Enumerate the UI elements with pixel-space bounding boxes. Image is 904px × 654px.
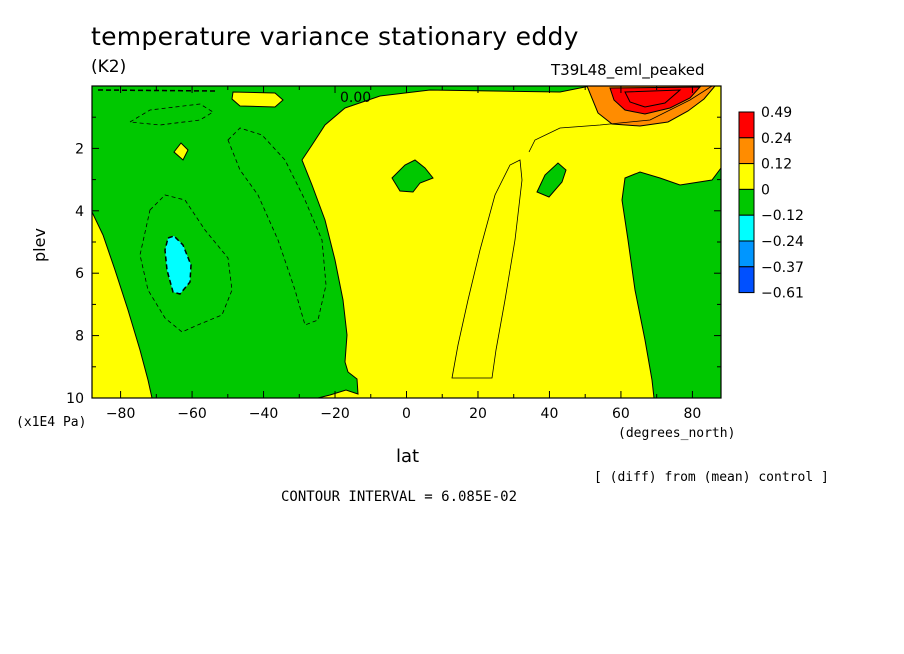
y-tick-label: 2 xyxy=(75,141,84,157)
legend-swatch xyxy=(738,240,755,268)
red-region xyxy=(609,86,702,115)
x-axis-units: (degrees_north) xyxy=(618,426,736,441)
legend-swatch xyxy=(738,188,755,216)
x-axis-label: lat xyxy=(396,446,420,467)
contour-dashed-edge xyxy=(97,89,216,92)
green-region-south xyxy=(91,85,591,399)
x-tick-label: 20 xyxy=(469,406,487,422)
chart-units: (K2) xyxy=(91,57,127,77)
contour-dashed-top xyxy=(128,103,214,126)
green-patch-equator xyxy=(391,159,434,193)
x-tick-label: −80 xyxy=(106,406,136,422)
yellow-strip-top xyxy=(231,91,284,108)
x-tick-label: 0 xyxy=(402,406,411,422)
legend-swatch xyxy=(738,266,755,294)
legend-label: −0.37 xyxy=(761,260,804,276)
legend-label: −0.24 xyxy=(761,234,804,250)
x-tick-label: −60 xyxy=(177,406,207,422)
contour-tongue xyxy=(451,159,523,379)
contour-dashed-mid xyxy=(227,127,327,326)
contour-yellow-north xyxy=(528,85,713,153)
yellow-patch-south xyxy=(173,142,189,161)
legend-swatch xyxy=(738,163,755,190)
contour-interval: CONTOUR INTERVAL = 6.085E-02 xyxy=(281,489,518,505)
contour-label: 0.00 xyxy=(340,90,371,106)
x-axis: −80 −60 −40 −20 0 20 40 60 80 xyxy=(106,86,701,422)
color-legend: 0.49 0.24 0.12 0 −0.12 −0.24 −0.37 −0.61 xyxy=(738,105,804,302)
x-tick-label: −40 xyxy=(249,406,279,422)
y-axis: 2 4 6 8 10 xyxy=(66,116,721,407)
run-label: T39L48_eml_peaked xyxy=(551,61,705,79)
legend-label: −0.61 xyxy=(761,286,804,302)
legend-swatch xyxy=(738,137,755,165)
diff-note: [ (diff) from (mean) control ] xyxy=(594,470,829,485)
legend-swatch xyxy=(738,214,755,242)
y-axis-units: (x1E4 Pa) xyxy=(16,415,87,430)
red-inner-contour xyxy=(624,89,682,108)
legend-label: 0 xyxy=(761,182,770,198)
y-tick-label: 8 xyxy=(75,329,84,345)
x-tick-label: 60 xyxy=(612,406,630,422)
cyan-region xyxy=(164,235,192,295)
y-axis-label: plev xyxy=(30,228,49,262)
y-tick-label: 4 xyxy=(75,204,84,220)
x-tick-label: 40 xyxy=(541,406,559,422)
x-tick-label: 80 xyxy=(683,406,701,422)
chart-title: temperature variance stationary eddy xyxy=(91,22,579,51)
green-patch-40n xyxy=(536,162,567,198)
legend-label: 0.12 xyxy=(761,157,792,173)
x-tick-label: −20 xyxy=(320,406,350,422)
y-tick-label: 10 xyxy=(66,391,84,407)
legend-label: −0.12 xyxy=(761,208,804,224)
legend-label: 0.49 xyxy=(761,105,792,121)
green-region-north xyxy=(621,166,722,399)
y-tick-label: 6 xyxy=(75,266,84,282)
legend-swatch xyxy=(738,111,755,139)
legend-label: 0.24 xyxy=(761,131,792,147)
